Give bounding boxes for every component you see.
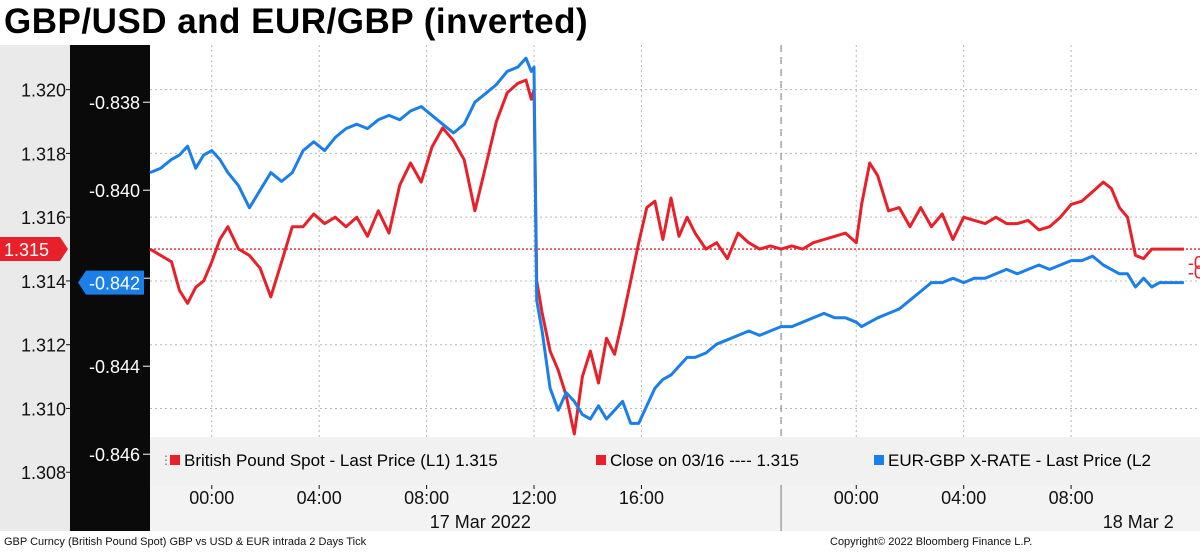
legend-label: British Pound Spot - Last Price (L1) 1.3… bbox=[184, 451, 498, 470]
legend-swatch bbox=[874, 455, 884, 465]
footer-copyright: Copyright© 2022 Bloomberg Finance L.P. bbox=[830, 536, 1033, 548]
right-tick-label: -0.838 bbox=[89, 93, 140, 113]
left-value-badge bbox=[0, 237, 68, 262]
left-tick-label: 1.310 bbox=[21, 399, 66, 419]
legend-handle-icon[interactable]: ⋮ bbox=[160, 453, 172, 467]
x-tick-label: 00:00 bbox=[834, 488, 879, 508]
x-axis-panel bbox=[150, 485, 1200, 531]
x-tick-label: 00:00 bbox=[189, 488, 234, 508]
date-label: 18 Mar 2 bbox=[1103, 512, 1174, 532]
right-edge-label: -0.019 bbox=[1188, 263, 1200, 283]
x-tick-label: 12:00 bbox=[511, 488, 556, 508]
left-tick-label: 1.320 bbox=[21, 81, 66, 101]
left-axis-panel bbox=[0, 45, 70, 531]
right-value-badge-label: -0.842 bbox=[89, 274, 140, 294]
legend: ⋮ British Pound Spot - Last Price (L1) 1… bbox=[150, 437, 1200, 485]
legend-label: EUR-GBP X-RATE - Last Price (L2 bbox=[888, 451, 1151, 470]
legend-item-gbpusd: British Pound Spot - Last Price (L1) 1.3… bbox=[170, 451, 498, 471]
legend-swatch bbox=[170, 455, 180, 465]
footer-source: GBP Curncy (British Pound Spot) GBP vs U… bbox=[4, 536, 367, 548]
left-tick-label: 1.308 bbox=[21, 463, 66, 483]
right-value-badge bbox=[78, 270, 144, 295]
legend-item-eurgbp: EUR-GBP X-RATE - Last Price (L2 bbox=[874, 451, 1151, 471]
chart-title: GBP/USD and EUR/GBP (inverted) bbox=[4, 2, 589, 41]
left-tick-label: 1.316 bbox=[21, 208, 66, 228]
right-tick-label: -0.844 bbox=[89, 357, 140, 377]
left-value-badge-label: 1.315 bbox=[4, 240, 49, 260]
plot-area bbox=[150, 45, 1200, 485]
left-tick-label: 1.314 bbox=[21, 272, 66, 292]
left-tick-label: 1.318 bbox=[21, 144, 66, 164]
x-tick-label: 04:00 bbox=[941, 488, 986, 508]
x-tick-label: 08:00 bbox=[404, 488, 449, 508]
right-tick-label: -0.846 bbox=[89, 445, 140, 465]
x-tick-label: 08:00 bbox=[1049, 488, 1094, 508]
date-label: 17 Mar 2022 bbox=[430, 512, 531, 532]
series-line-gbpusd bbox=[149, 78, 1184, 436]
footer: GBP Curncy (British Pound Spot) GBP vs U… bbox=[0, 531, 1200, 554]
series-line-eurgbp bbox=[149, 56, 1184, 425]
left-tick-label: 1.312 bbox=[21, 336, 66, 356]
legend-item-close: Close on 03/16 ---- 1.315 bbox=[596, 451, 799, 471]
x-tick-label: 16:00 bbox=[619, 488, 664, 508]
x-tick-label: 04:00 bbox=[297, 488, 342, 508]
right-tick-label: -0.840 bbox=[89, 181, 140, 201]
right-edge-label: -0.000 bbox=[1188, 253, 1200, 273]
legend-swatch bbox=[596, 455, 606, 465]
legend-label: Close on 03/16 ---- 1.315 bbox=[610, 451, 799, 470]
